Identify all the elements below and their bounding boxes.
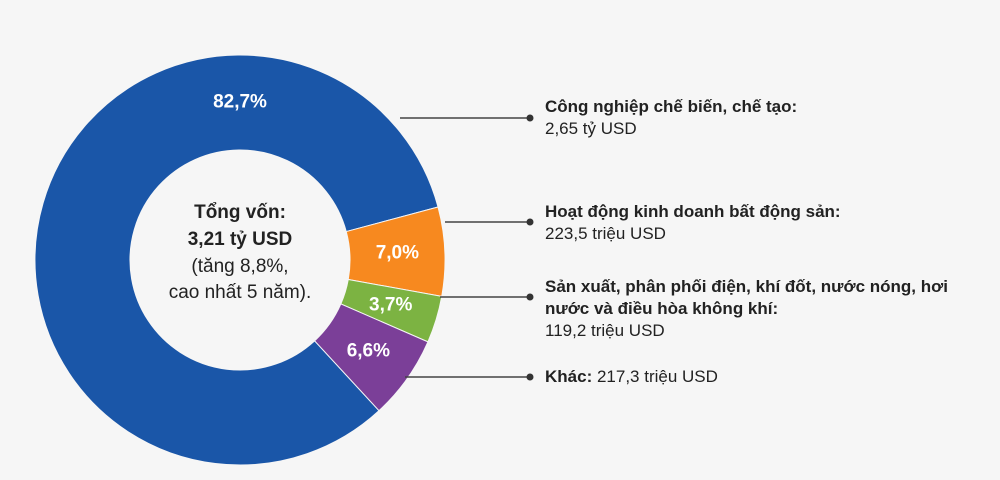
category-amount: 2,65 tỷ USD (545, 119, 637, 138)
category-label: Sản xuất, phân phối điện, khí đốt, nước … (545, 276, 965, 342)
value-label: 6,6% (347, 340, 390, 361)
category-amount: 119,2 triệu USD (545, 321, 665, 340)
category-name: Hoạt động kinh doanh bất động sản: (545, 202, 841, 221)
leader-dot (526, 218, 534, 226)
category-label: Công nghiệp chế biến, chế tạo: 2,65 tỷ US… (545, 96, 985, 140)
center-text: 3,21 tỷ USD (188, 229, 293, 250)
donut-slice (34, 54, 439, 466)
center-text: Tổng vốn: (194, 202, 286, 223)
category-label: Hoạt động kinh doanh bất động sản: 223,5 … (545, 201, 985, 245)
leader-dot (526, 293, 534, 301)
category-name: Khác: (545, 367, 593, 386)
category-label: Khác: 217,3 triệu USD (545, 366, 985, 388)
value-label: 7,0% (376, 242, 419, 263)
category-amount: 223,5 triệu USD (545, 224, 666, 243)
leader-dot (526, 373, 534, 381)
category-amount: 217,3 triệu USD (596, 367, 718, 386)
center-text: (tăng 8,8%, (191, 256, 288, 277)
value-label: 3,7% (369, 295, 412, 316)
category-name: Công nghiệp chế biến, chế tạo: (545, 97, 798, 116)
donut-slice (313, 303, 429, 412)
center-text: cao nhất 5 năm). (169, 282, 312, 303)
value-label: 82,7% (213, 92, 267, 113)
leader-dot (526, 114, 534, 122)
category-name: Sản xuất, phân phối điện, khí đốt, nước … (545, 277, 948, 318)
